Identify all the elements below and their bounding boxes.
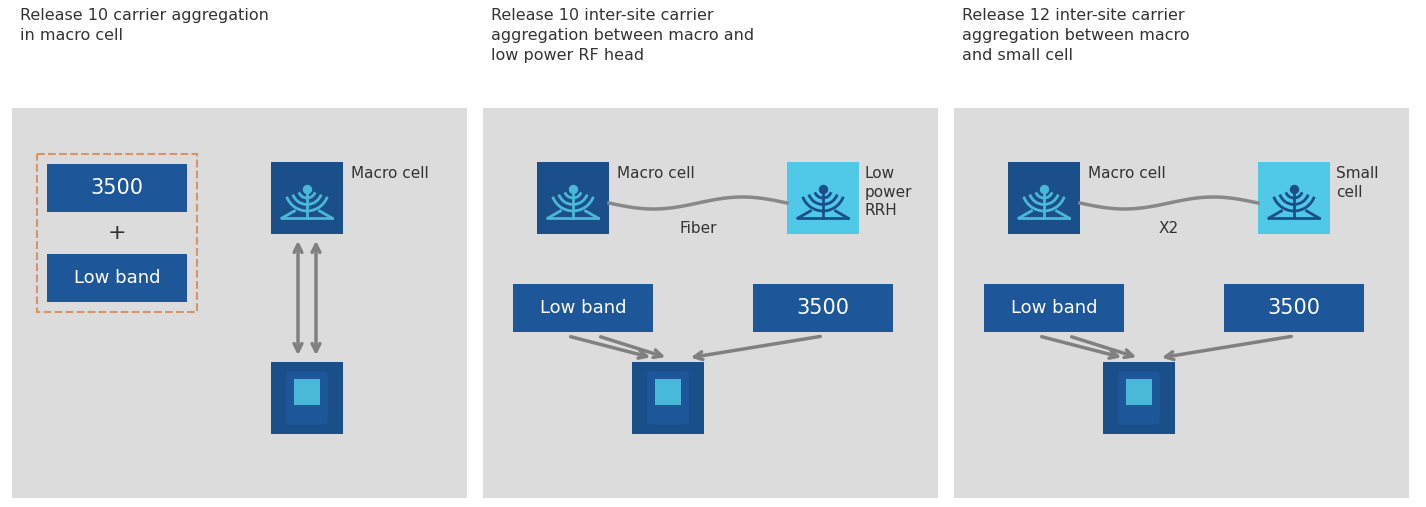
Text: +: + <box>108 223 127 243</box>
Bar <box>632 362 704 434</box>
Bar <box>1258 162 1330 234</box>
Bar <box>1102 362 1175 434</box>
Bar <box>954 108 1409 498</box>
Text: Macro cell: Macro cell <box>617 166 694 181</box>
Bar <box>787 162 858 234</box>
Text: Release 10 inter-site carrier
aggregation between macro and
low power RF head: Release 10 inter-site carrier aggregatio… <box>491 8 754 62</box>
Text: Low band: Low band <box>74 269 160 287</box>
FancyBboxPatch shape <box>287 372 328 424</box>
Bar <box>271 162 344 234</box>
Text: Release 10 carrier aggregation
in macro cell: Release 10 carrier aggregation in macro … <box>20 8 270 43</box>
FancyBboxPatch shape <box>647 372 689 424</box>
Text: X2: X2 <box>1159 221 1179 236</box>
Text: 3500: 3500 <box>90 178 144 198</box>
Bar <box>483 108 938 498</box>
Text: Low band: Low band <box>1011 299 1097 317</box>
Text: Fiber: Fiber <box>679 221 717 236</box>
Text: Release 12 inter-site carrier
aggregation between macro
and small cell: Release 12 inter-site carrier aggregatio… <box>963 8 1189 62</box>
Text: Low band: Low band <box>540 299 626 317</box>
Text: Small
cell: Small cell <box>1336 166 1379 200</box>
Bar <box>1125 379 1152 405</box>
Text: Macro cell: Macro cell <box>351 166 429 181</box>
Bar <box>984 284 1124 332</box>
Bar <box>655 379 682 405</box>
Bar <box>1008 162 1079 234</box>
Bar <box>271 362 344 434</box>
Bar <box>47 164 187 212</box>
Bar <box>753 284 893 332</box>
Bar <box>11 108 466 498</box>
Bar <box>37 154 197 312</box>
Bar <box>47 254 187 302</box>
Text: 3500: 3500 <box>797 298 850 318</box>
Text: 3500: 3500 <box>1268 298 1320 318</box>
Bar <box>294 379 321 405</box>
FancyBboxPatch shape <box>1118 372 1159 424</box>
Text: Low
power
RRH: Low power RRH <box>866 166 913 218</box>
Bar <box>513 284 653 332</box>
Bar <box>538 162 609 234</box>
Text: Macro cell: Macro cell <box>1088 166 1165 181</box>
Bar <box>1224 284 1365 332</box>
